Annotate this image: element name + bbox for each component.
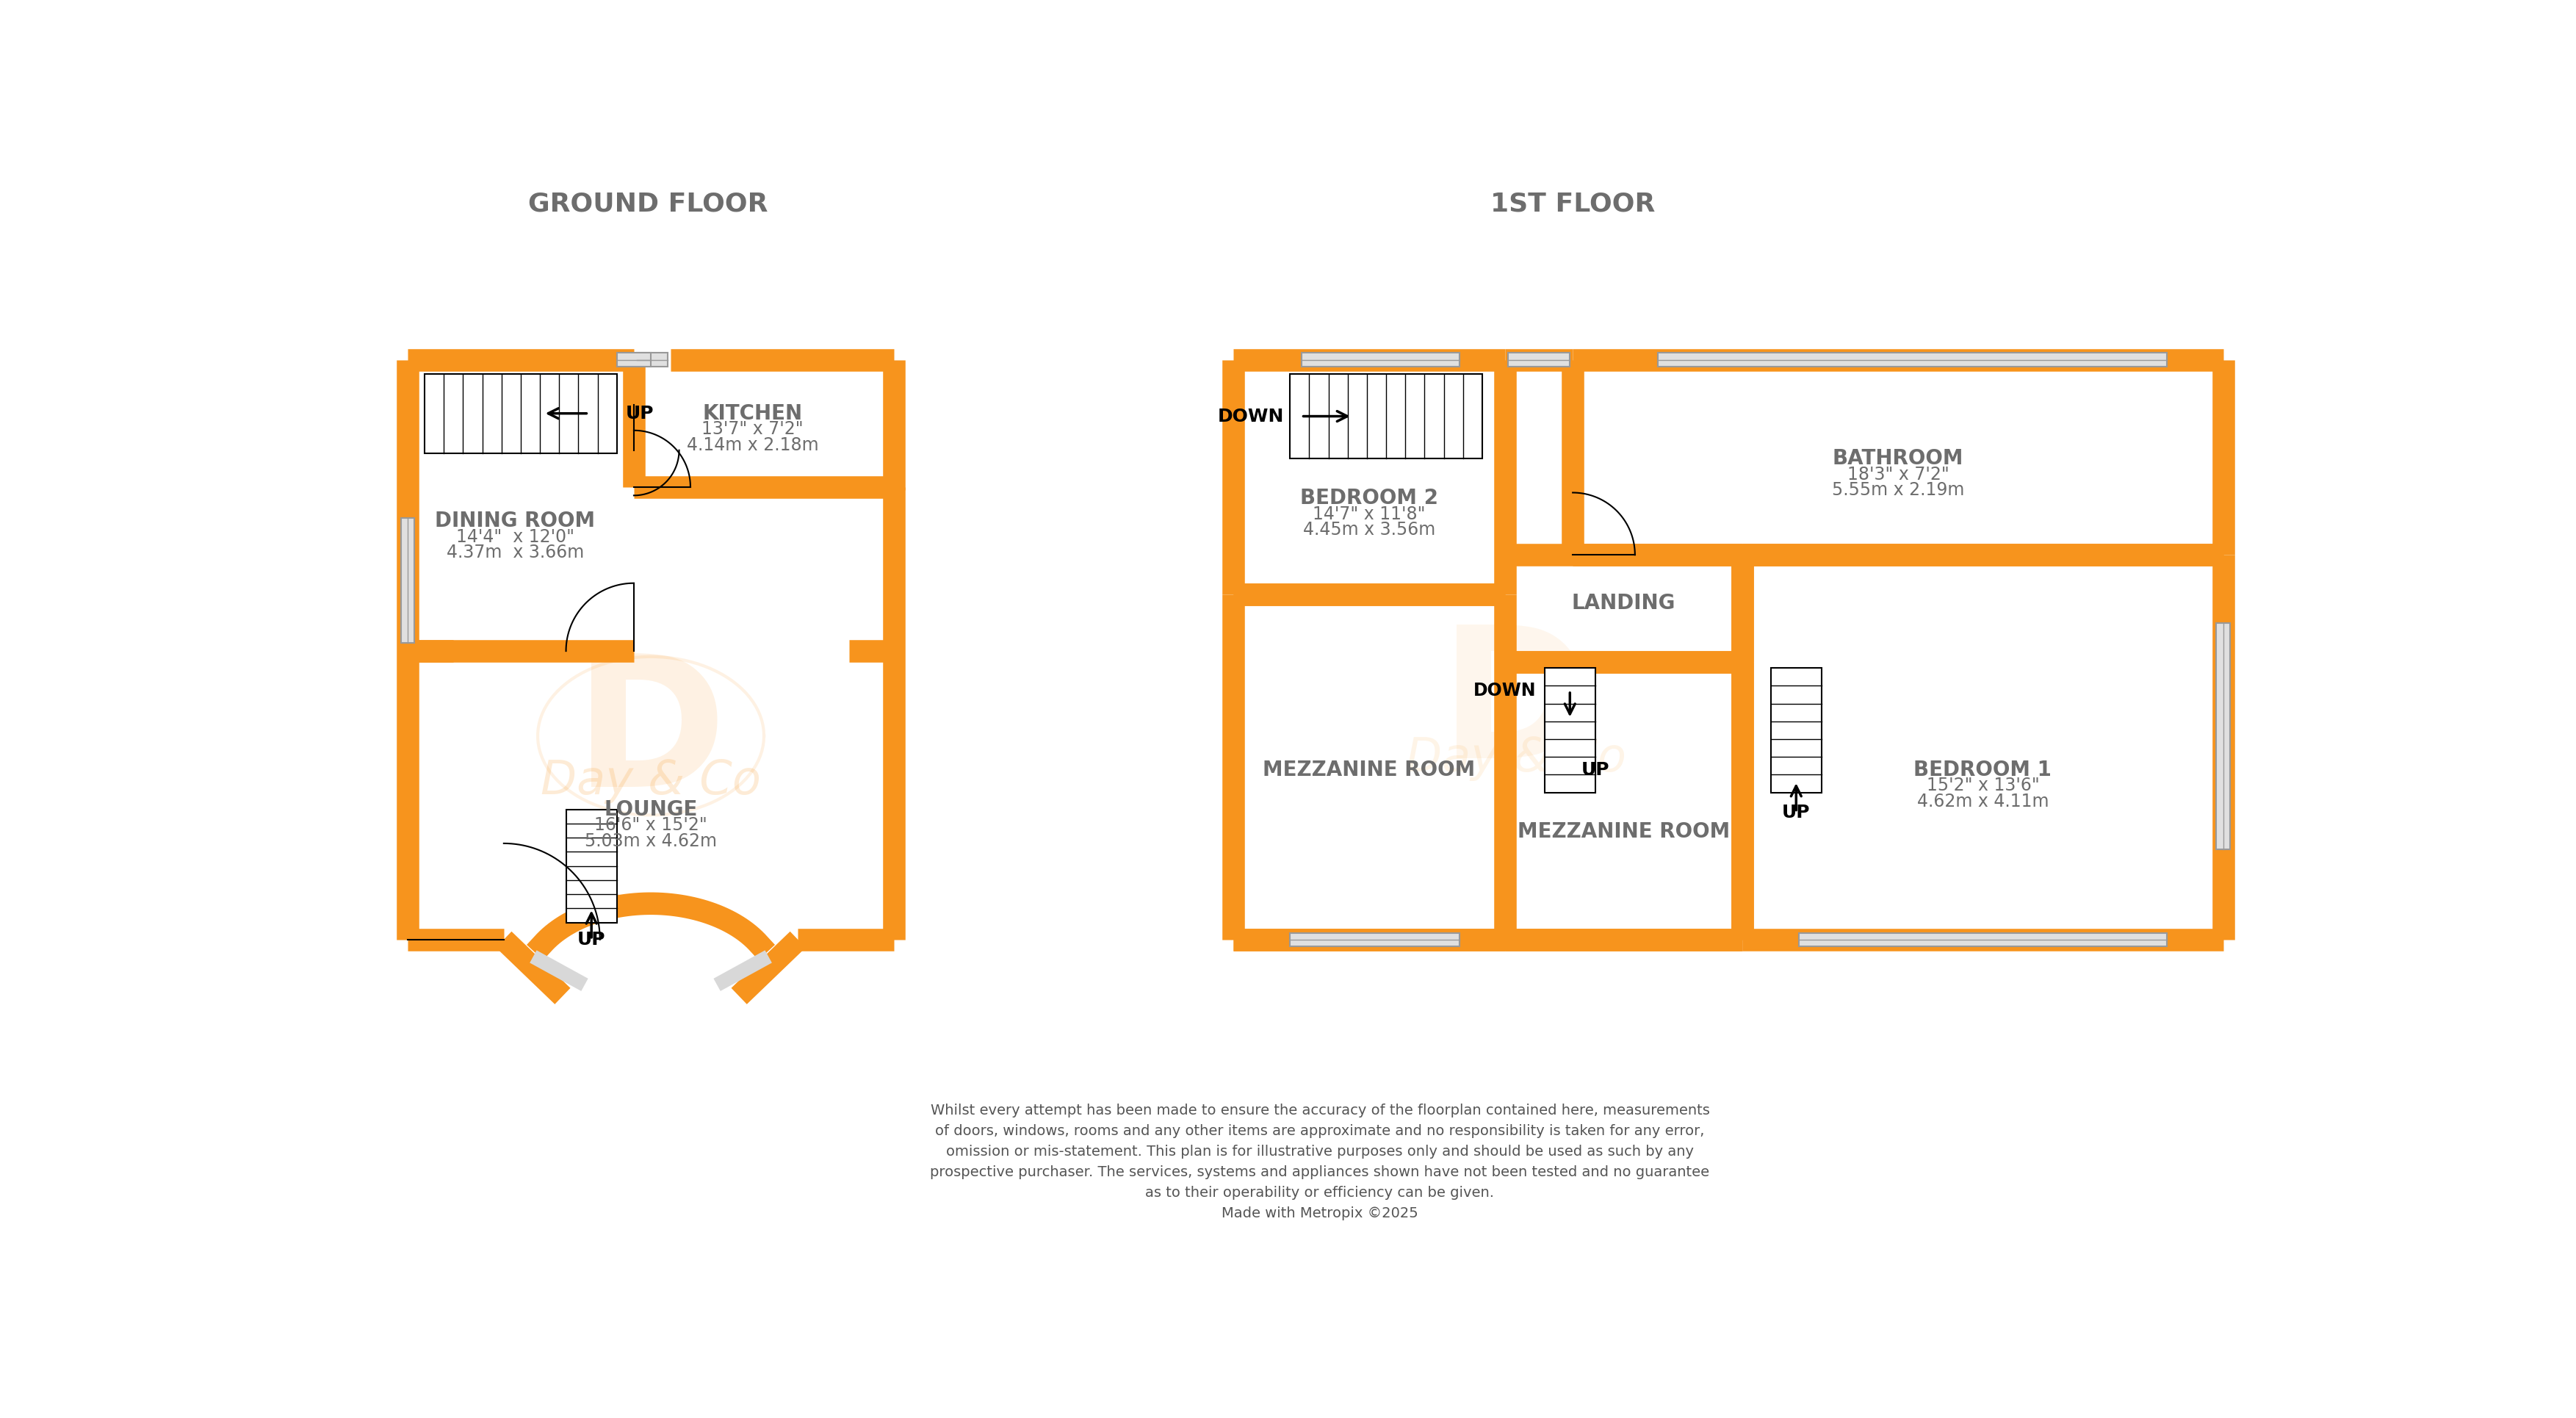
Text: DINING ROOM: DINING ROOM (435, 510, 595, 532)
Text: UP: UP (626, 404, 654, 423)
Text: 5.55m x 2.19m: 5.55m x 2.19m (1832, 482, 1963, 499)
Text: BEDROOM 1: BEDROOM 1 (1914, 760, 2053, 780)
Text: 5.03m x 4.62m: 5.03m x 4.62m (585, 832, 716, 849)
Bar (1291, 933, 1461, 946)
Text: UP: UP (577, 930, 605, 949)
Text: LOUNGE: LOUNGE (603, 800, 698, 820)
Text: MEZZANINE ROOM: MEZZANINE ROOM (1517, 822, 1731, 842)
Bar (402, 518, 415, 642)
Text: BEDROOM 2: BEDROOM 2 (1301, 488, 1437, 509)
Text: GROUND FLOOR: GROUND FLOOR (528, 191, 768, 217)
Text: 14'4"  x 12'0": 14'4" x 12'0" (456, 527, 574, 546)
Text: 4.62m x 4.11m: 4.62m x 4.11m (1917, 793, 2048, 810)
Text: BATHROOM: BATHROOM (1832, 448, 1963, 469)
Text: Day & Co: Day & Co (541, 759, 760, 804)
Bar (1291, 374, 1481, 458)
Text: MEZZANINE ROOM: MEZZANINE ROOM (1262, 760, 1476, 780)
Bar (636, 353, 667, 366)
Text: 16'6" x 15'2": 16'6" x 15'2" (595, 817, 708, 834)
Bar (2215, 623, 2231, 849)
Text: DOWN: DOWN (1218, 407, 1285, 425)
Bar (425, 374, 616, 452)
Text: KITCHEN: KITCHEN (703, 403, 804, 424)
Text: Whilst every attempt has been made to ensure the accuracy of the floorplan conta: Whilst every attempt has been made to en… (930, 1103, 1710, 1221)
Text: D: D (574, 647, 726, 825)
Text: DOWN: DOWN (1473, 682, 1535, 699)
Text: 4.37m  x 3.66m: 4.37m x 3.66m (446, 543, 585, 562)
Bar (1546, 668, 1595, 793)
Text: Day & Co: Day & Co (1406, 736, 1625, 781)
Text: 4.45m x 3.56m: 4.45m x 3.56m (1303, 522, 1435, 539)
Text: UP: UP (1783, 804, 1811, 821)
Bar (567, 810, 616, 923)
Bar (1301, 353, 1461, 366)
Bar (1798, 933, 2166, 946)
Text: 18'3" x 7'2": 18'3" x 7'2" (1847, 465, 1950, 484)
Text: LANDING: LANDING (1571, 593, 1674, 613)
Bar (1656, 353, 2166, 366)
Text: 15'2" x 13'6": 15'2" x 13'6" (1927, 777, 2040, 794)
Text: UP: UP (1582, 761, 1610, 778)
Text: 14'7" x 11'8": 14'7" x 11'8" (1314, 505, 1425, 523)
Text: 1ST FLOOR: 1ST FLOOR (1492, 191, 1656, 217)
Text: 4.14m x 2.18m: 4.14m x 2.18m (688, 437, 819, 454)
Bar (1770, 668, 1821, 793)
Text: 13'7" x 7'2": 13'7" x 7'2" (701, 421, 804, 438)
Bar (1507, 353, 1569, 366)
Text: D: D (1440, 618, 1592, 797)
Bar (616, 353, 652, 366)
